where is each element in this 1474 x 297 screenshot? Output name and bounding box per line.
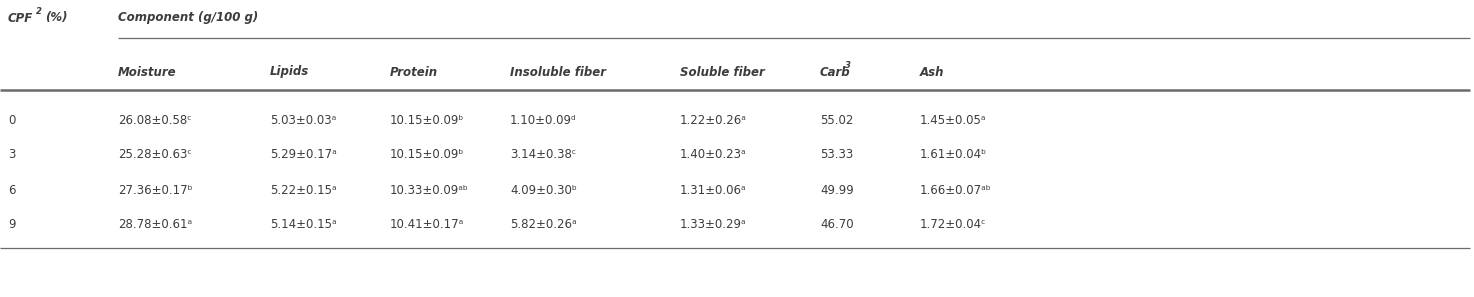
Text: 53.33: 53.33 (820, 148, 853, 162)
Text: 1.72±0.04ᶜ: 1.72±0.04ᶜ (920, 219, 986, 231)
Text: Protein: Protein (391, 66, 438, 78)
Text: Moisture: Moisture (118, 66, 177, 78)
Text: 1.10±0.09ᵈ: 1.10±0.09ᵈ (510, 113, 576, 127)
Text: 9: 9 (7, 219, 16, 231)
Text: 1.66±0.07ᵃᵇ: 1.66±0.07ᵃᵇ (920, 184, 992, 197)
Text: 46.70: 46.70 (820, 219, 853, 231)
Text: 25.28±0.63ᶜ: 25.28±0.63ᶜ (118, 148, 192, 162)
Text: 5.14±0.15ᵃ: 5.14±0.15ᵃ (270, 219, 336, 231)
Text: 49.99: 49.99 (820, 184, 853, 197)
Text: 3: 3 (7, 148, 15, 162)
Text: 10.41±0.17ᵃ: 10.41±0.17ᵃ (391, 219, 464, 231)
Text: 6: 6 (7, 184, 16, 197)
Text: (%): (%) (46, 12, 68, 24)
Text: 4.09±0.30ᵇ: 4.09±0.30ᵇ (510, 184, 576, 197)
Text: CPF: CPF (7, 12, 34, 24)
Text: 27.36±0.17ᵇ: 27.36±0.17ᵇ (118, 184, 193, 197)
Text: 26.08±0.58ᶜ: 26.08±0.58ᶜ (118, 113, 192, 127)
Text: 0: 0 (7, 113, 15, 127)
Text: 2: 2 (35, 7, 41, 17)
Text: 10.33±0.09ᵃᵇ: 10.33±0.09ᵃᵇ (391, 184, 469, 197)
Text: 5.22±0.15ᵃ: 5.22±0.15ᵃ (270, 184, 336, 197)
Text: 5.03±0.03ᵃ: 5.03±0.03ᵃ (270, 113, 336, 127)
Text: 5.29±0.17ᵃ: 5.29±0.17ᵃ (270, 148, 336, 162)
Text: 10.15±0.09ᵇ: 10.15±0.09ᵇ (391, 113, 464, 127)
Text: 55.02: 55.02 (820, 113, 853, 127)
Text: 3.14±0.38ᶜ: 3.14±0.38ᶜ (510, 148, 576, 162)
Text: Carb: Carb (820, 66, 850, 78)
Text: 1.22±0.26ᵃ: 1.22±0.26ᵃ (680, 113, 747, 127)
Text: 10.15±0.09ᵇ: 10.15±0.09ᵇ (391, 148, 464, 162)
Text: Component (g/100 g): Component (g/100 g) (118, 12, 258, 24)
Text: Ash: Ash (920, 66, 945, 78)
Text: Soluble fiber: Soluble fiber (680, 66, 765, 78)
Text: Lipids: Lipids (270, 66, 310, 78)
Text: 3: 3 (845, 61, 850, 70)
Text: 5.82±0.26ᵃ: 5.82±0.26ᵃ (510, 219, 576, 231)
Text: 1.31±0.06ᵃ: 1.31±0.06ᵃ (680, 184, 747, 197)
Text: 1.40±0.23ᵃ: 1.40±0.23ᵃ (680, 148, 747, 162)
Text: 1.45±0.05ᵃ: 1.45±0.05ᵃ (920, 113, 986, 127)
Text: 1.33±0.29ᵃ: 1.33±0.29ᵃ (680, 219, 747, 231)
Text: Insoluble fiber: Insoluble fiber (510, 66, 606, 78)
Text: 28.78±0.61ᵃ: 28.78±0.61ᵃ (118, 219, 192, 231)
Text: 1.61±0.04ᵇ: 1.61±0.04ᵇ (920, 148, 988, 162)
